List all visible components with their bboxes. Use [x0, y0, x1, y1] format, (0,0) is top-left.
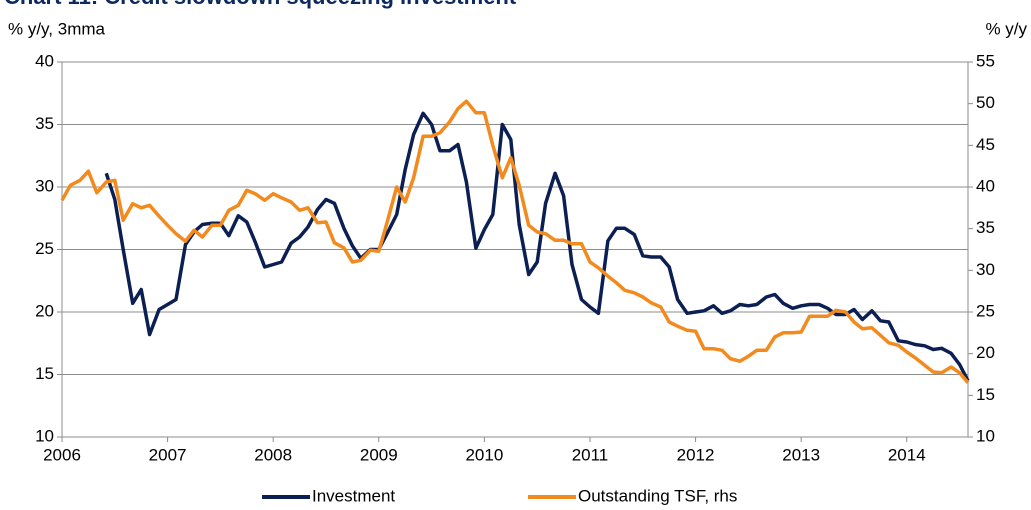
legend-label: Investment [312, 486, 395, 505]
x-tick-label: 2012 [677, 445, 715, 464]
y2-tick-label: 50 [976, 93, 995, 112]
y-tick-label: 40 [35, 51, 54, 70]
y2-tick-label: 30 [976, 260, 995, 279]
x-tick-label: 2010 [465, 445, 503, 464]
series-line [104, 111, 970, 382]
y-tick-label: 20 [35, 301, 54, 320]
y-tick-label: 15 [35, 364, 54, 383]
x-tick-label: 2007 [149, 445, 187, 464]
y2-tick-label: 45 [976, 135, 995, 154]
y-tick-label: 30 [35, 176, 54, 195]
x-tick-label: 2011 [572, 445, 609, 464]
y2-tick-label: 10 [976, 426, 995, 445]
y2-tick-label: 15 [976, 385, 995, 404]
chart-title: Chart 11: Credit slowdown squeezing inve… [4, 0, 517, 9]
y2-tick-label: 35 [976, 218, 995, 237]
y-axis-label: % y/y, 3mma [8, 19, 106, 38]
y2-axis-label: % y/y [985, 19, 1027, 38]
x-tick-label: 2006 [43, 445, 81, 464]
x-tick-label: 2009 [360, 445, 398, 464]
y2-tick-label: 25 [976, 301, 995, 320]
x-tick-label: 2014 [888, 445, 926, 464]
y-tick-label: 10 [35, 426, 54, 445]
x-tick-label: 2013 [782, 445, 820, 464]
y-tick-label: 25 [35, 239, 54, 258]
y2-tick-label: 20 [976, 343, 995, 362]
series-line [60, 99, 970, 384]
y-tick-label: 35 [35, 114, 54, 133]
y2-tick-label: 55 [976, 51, 995, 70]
y2-tick-label: 40 [976, 176, 995, 195]
x-tick-label: 2008 [254, 445, 292, 464]
legend-label: Outstanding TSF, rhs [578, 486, 737, 505]
